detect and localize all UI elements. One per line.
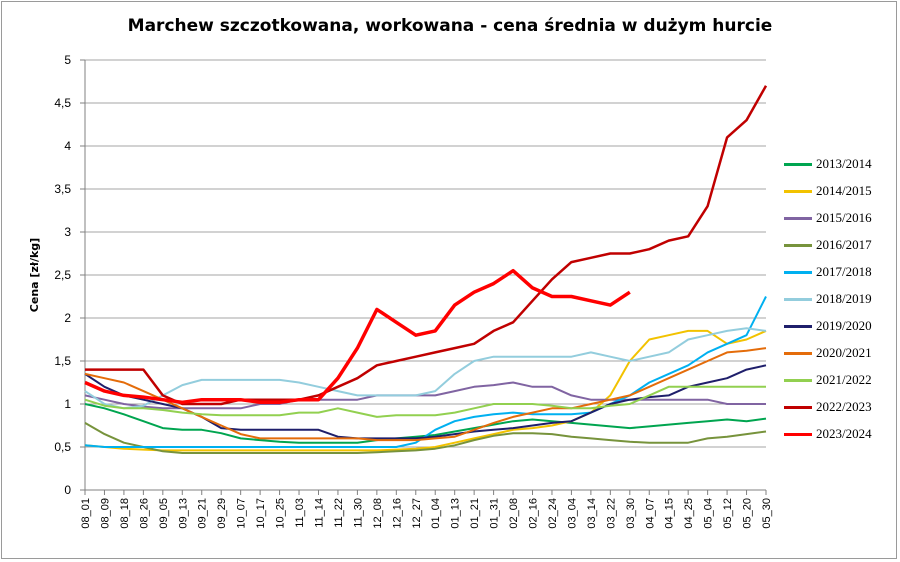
x-tick-label: 11_14 [313,498,325,528]
x-tick-label: 08_09 [99,498,111,529]
legend-label: 2016/2017 [816,237,872,252]
x-tick-label: 10_25 [275,498,287,529]
x-tick-label: 01_04 [430,498,442,529]
y-tick-label: 0,5 [54,440,71,454]
chart-title: Marchew szczotkowana, workowana - cena ś… [127,16,773,36]
x-tick-label: 01_31 [489,498,501,529]
y-tick-labels: 0 0,5 1 1,5 2 2,5 3 3,5 4 4,5 5 [54,53,71,497]
series-line-2021-2022 [84,385,766,418]
x-tick-label: 09_05 [158,498,170,529]
x-tick-label: 05_12 [722,498,734,529]
y-tick-label: 5 [64,53,71,67]
x-tick-label: 08_01 [80,498,92,529]
y-tick-label: 3 [64,225,71,239]
x-tick-label: 09_21 [197,498,209,529]
y-tick-label: 3,5 [54,182,71,196]
x-tick-label: 05_30 [761,498,773,529]
x-tick-label: 01_21 [469,498,481,529]
x-tick-label: 01_13 [450,498,462,529]
legend-label: 2017/2018 [816,264,872,279]
x-tick-label: 10_07 [236,498,248,529]
y-axis-label: Cena [zł/kg] [28,238,41,312]
x-tick-label: 03_30 [625,498,637,529]
series-line-2017-2018 [84,296,767,448]
x-tick-label: 03_04 [566,498,578,529]
x-tick-label: 11_22 [333,498,345,528]
x-tick-label: 11_30 [352,498,364,528]
x-tick-label: 12_08 [372,498,384,529]
legend-swatch [784,433,812,436]
y-tick-label: 4,5 [54,96,71,110]
legend-swatch [784,244,812,247]
legend-label: 2014/2015 [816,183,872,198]
axes [84,60,766,491]
legend-label: 2018/2019 [816,291,872,306]
x-tick-label: 08_18 [119,498,131,529]
legend-label: 2023/2024 [816,426,872,441]
legend-swatch [784,163,812,166]
y-tick-label: 4 [64,139,71,153]
x-tick-label: 03_22 [605,498,617,529]
legend-swatch [784,298,812,301]
x-tick-label: 03_14 [586,498,598,529]
series-line-2018-2019 [84,327,767,410]
legend-swatch [784,217,812,220]
x-tick-label: 02_16 [528,498,540,529]
legend-swatch [784,352,812,355]
x-tick-label: 11_03 [294,498,306,528]
legend-swatch [784,379,812,382]
x-tick-label: 02_08 [508,498,520,529]
x-tick-label: 09_13 [177,498,189,529]
legend-label: 2020/2021 [816,345,872,360]
legend-label: 2022/2023 [816,399,872,414]
y-tick-label: 2 [64,311,71,325]
x-tick-label: 12_27 [411,498,423,529]
legend-swatch [784,271,812,274]
series-line-2015-2016 [84,381,766,410]
x-tick-label: 08_26 [138,498,150,529]
series-line-2014-2015 [84,329,767,452]
x-tick-label: 04_15 [664,498,676,529]
y-tick-label: 0 [64,483,71,497]
x-tick-label: 05_04 [703,498,715,529]
series-line-2020-2021 [84,347,767,442]
legend-swatch [784,325,812,328]
y-tick-label: 1 [64,397,71,411]
x-tick-label: 12_16 [391,498,403,529]
legend-swatch [784,190,812,193]
x-tick-label: 04_25 [683,498,695,529]
legend-label: 2013/2014 [816,156,872,171]
x-tick-label: 10_17 [255,498,267,529]
series-line-2023-2024 [84,268,631,405]
x-tick-label: 04_07 [644,498,656,529]
y-tick-label: 1,5 [54,354,71,368]
legend-label: 2021/2022 [816,372,872,387]
series-line-2022-2023 [85,85,768,406]
x-tick-labels: 08_01 08_09 08_18 08_26 09_05 09_13 09_21 09_29… [80,490,773,529]
legend-swatch [784,406,812,409]
legend-label: 2019/2020 [816,318,872,333]
series-line-2016-2017 [84,422,767,454]
x-tick-label: 09_29 [216,498,228,529]
x-tick-label: 05_20 [742,498,754,529]
y-tick-label: 2,5 [54,268,71,282]
legend-label: 2015/2016 [816,210,872,225]
series-lines [84,85,768,454]
x-tick-label: 02_24 [547,498,559,529]
